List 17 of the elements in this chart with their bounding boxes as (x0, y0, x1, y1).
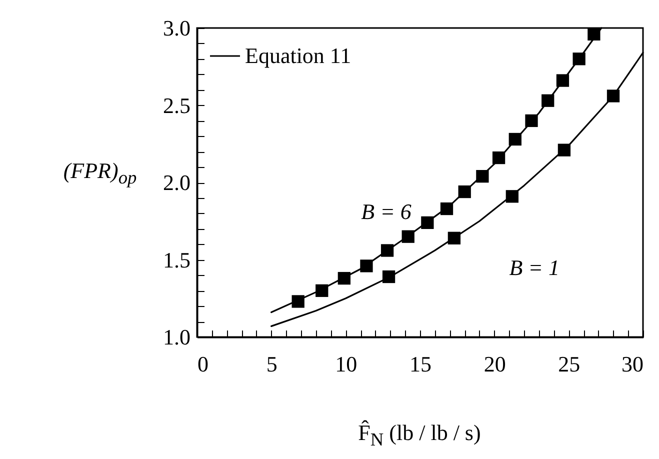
x-tick-label: 0 (198, 352, 208, 376)
annotation: B = 1 (509, 254, 560, 280)
x-tick-label: 5 (266, 352, 278, 376)
x-tick-label: 10 (335, 352, 358, 376)
y-tick-label: 2.0 (163, 170, 190, 195)
x-tick-label: 30 (622, 352, 644, 376)
y-tick-label: 1.5 (163, 247, 190, 272)
legend-label: Equation 11 (245, 43, 352, 68)
x-tick-label: 25 (558, 352, 580, 376)
y-tick-label: 3.0 (163, 16, 190, 40)
x-tick-label: 20 (484, 352, 506, 376)
x-axis-title: F̂$_{N}$ (lb / lb / s) (357, 420, 482, 450)
y-tick-label: 2.5 (163, 92, 190, 118)
x-tick-label: 15 (410, 352, 432, 376)
y-axis-title: (FPR)$_{op}$ (63, 158, 137, 188)
annotation: B = 6 (361, 199, 412, 224)
y-tick-label: 1.0 (163, 324, 190, 350)
